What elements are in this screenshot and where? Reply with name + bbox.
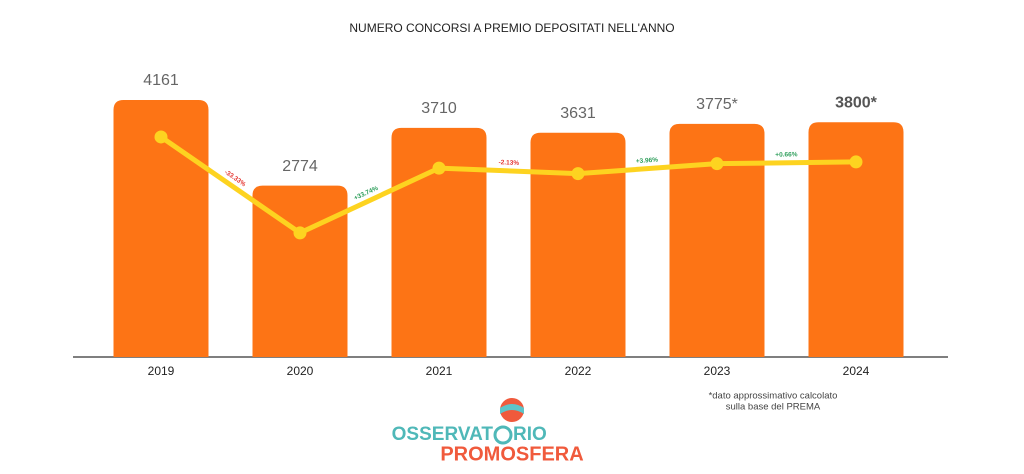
line-point <box>571 167 585 181</box>
bar <box>113 100 209 357</box>
value-label: 3775* <box>696 96 738 113</box>
change-label: +0.66% <box>775 151 798 158</box>
line-point <box>293 226 307 240</box>
logo-o <box>493 425 513 445</box>
line-point <box>710 157 724 171</box>
line <box>159 134 857 236</box>
logo-text: RIO <box>513 424 547 445</box>
change-label: +3.96% <box>636 157 659 166</box>
x-tick-label: 2021 <box>426 364 453 378</box>
logo-globe-band <box>500 404 524 414</box>
x-tick-label: 2019 <box>148 364 175 378</box>
chart-title: NUMERO CONCORSI A PREMIO DEPOSITATI NELL… <box>349 21 674 35</box>
bar <box>252 185 348 357</box>
line-point <box>849 155 863 169</box>
value-label: 3710 <box>421 100 457 117</box>
change-label: -2.13% <box>498 159 519 167</box>
bar <box>391 127 487 357</box>
logo: OSSERVAT RIO PROMOSFERA <box>392 398 584 465</box>
value-label: 4161 <box>143 72 179 89</box>
bar <box>669 123 765 357</box>
value-label: 2774 <box>282 158 318 175</box>
footnote: *dato approssimativo calcolato <box>709 391 838 402</box>
value-label: 3631 <box>560 105 596 122</box>
footnote: sulla base del PREMA <box>726 402 821 413</box>
logo-text: PROMOSFERA <box>440 443 583 465</box>
line-point <box>432 161 446 175</box>
x-tick-label: 2020 <box>287 364 314 378</box>
bar <box>530 132 626 357</box>
x-tick-label: 2023 <box>704 364 731 378</box>
value-label: 3800* <box>835 95 878 112</box>
logo-text: OSSERVAT <box>392 424 494 445</box>
x-tick-label: 2024 <box>843 364 870 378</box>
line-point <box>154 130 168 144</box>
x-tick-label: 2022 <box>565 364 592 378</box>
bar <box>808 122 904 357</box>
